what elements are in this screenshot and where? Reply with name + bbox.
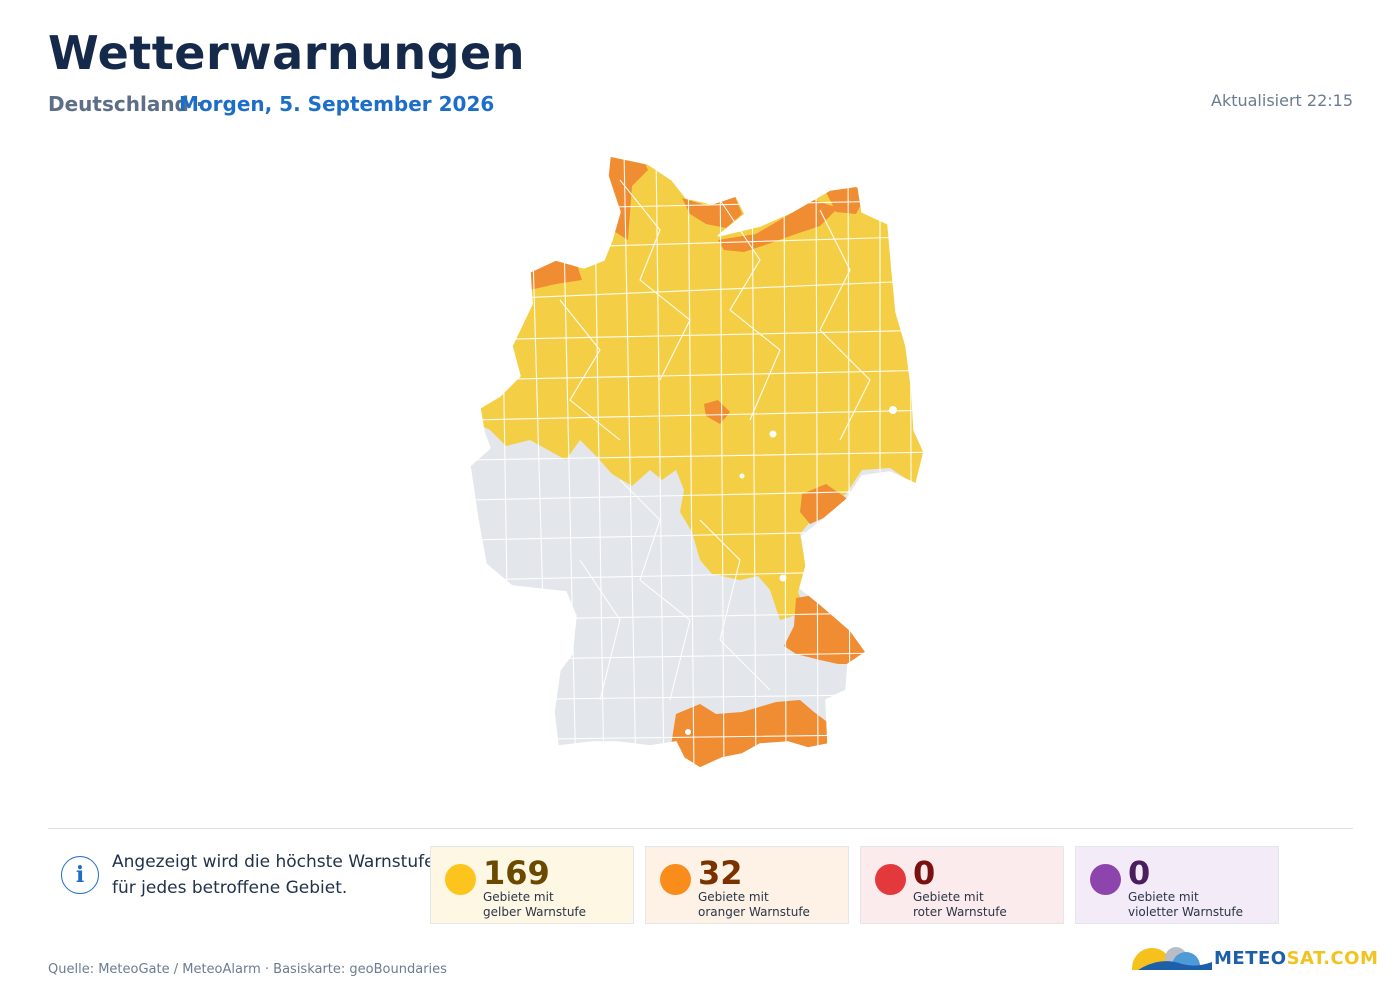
- red-level-dot: [875, 864, 906, 895]
- yellow-level-dot: [445, 864, 476, 895]
- violet-label-line-2: violetter Warnstufe: [1128, 905, 1243, 919]
- yellow-label-line-1: Gebiete mit: [483, 890, 554, 904]
- red-label-line-1: Gebiete mit: [913, 890, 984, 904]
- red-label: Gebiete mit roter Warnstufe: [913, 890, 1061, 920]
- violet-label: Gebiete mit violetter Warnstufe: [1128, 890, 1276, 920]
- orange-label-line-1: Gebiete mit: [698, 890, 769, 904]
- yellow-label: Gebiete mit gelber Warnstufe: [483, 890, 631, 920]
- page-subtitle: Deutschland · Morgen, 5. September 2026: [48, 92, 494, 116]
- legend-card-violet: 0 Gebiete mit violetter Warnstufe: [1075, 846, 1279, 924]
- orange-count: 32: [698, 854, 743, 892]
- orange-label-line-2: oranger Warnstufe: [698, 905, 810, 919]
- divider: [48, 828, 1353, 829]
- source-note: Quelle: MeteoGate / MeteoAlarm · Basiska…: [48, 962, 447, 977]
- brand-main: METEO: [1214, 948, 1287, 969]
- country-outline: [469, 155, 925, 769]
- date-label: Morgen, 5. September 2026: [179, 92, 495, 116]
- region-label: Deutschland ·: [48, 92, 204, 116]
- orange-level-dot: [660, 864, 691, 895]
- legend-card-yellow: 169 Gebiete mit gelber Warnstufe: [430, 846, 634, 924]
- yellow-count: 169: [483, 854, 550, 892]
- yellow-label-line-2: gelber Warnstufe: [483, 905, 587, 919]
- page-title: Wetterwarnungen: [48, 26, 526, 80]
- violet-level-dot: [1090, 864, 1121, 895]
- legend-card-orange: 32 Gebiete mit oranger Warnstufe: [645, 846, 849, 924]
- info-line-1: Angezeigt wird die höchste Warnstufe: [112, 852, 435, 872]
- district-borders: [470, 156, 924, 768]
- red-count: 0: [913, 854, 936, 892]
- legend-card-red: 0 Gebiete mit roter Warnstufe: [860, 846, 1064, 924]
- orange-label: Gebiete mit oranger Warnstufe: [698, 890, 846, 920]
- brand-name: METEOSAT.COM: [1214, 948, 1378, 969]
- info-icon: i: [61, 856, 99, 894]
- violet-count: 0: [1128, 854, 1151, 892]
- meteosat-logo-icon: [1132, 947, 1212, 970]
- brand-accent: SAT.COM: [1286, 948, 1379, 969]
- updated-timestamp: Aktualisiert 22:15: [1211, 91, 1353, 110]
- city-enclaves: [685, 406, 897, 735]
- warning-map: [469, 155, 925, 769]
- red-label-line-2: roter Warnstufe: [913, 905, 1007, 919]
- info-line-2: für jedes betroffene Gebiet.: [112, 878, 348, 898]
- violet-label-line-1: Gebiete mit: [1128, 890, 1199, 904]
- info-text: Angezeigt wird die höchste Warnstufe für…: [112, 849, 435, 901]
